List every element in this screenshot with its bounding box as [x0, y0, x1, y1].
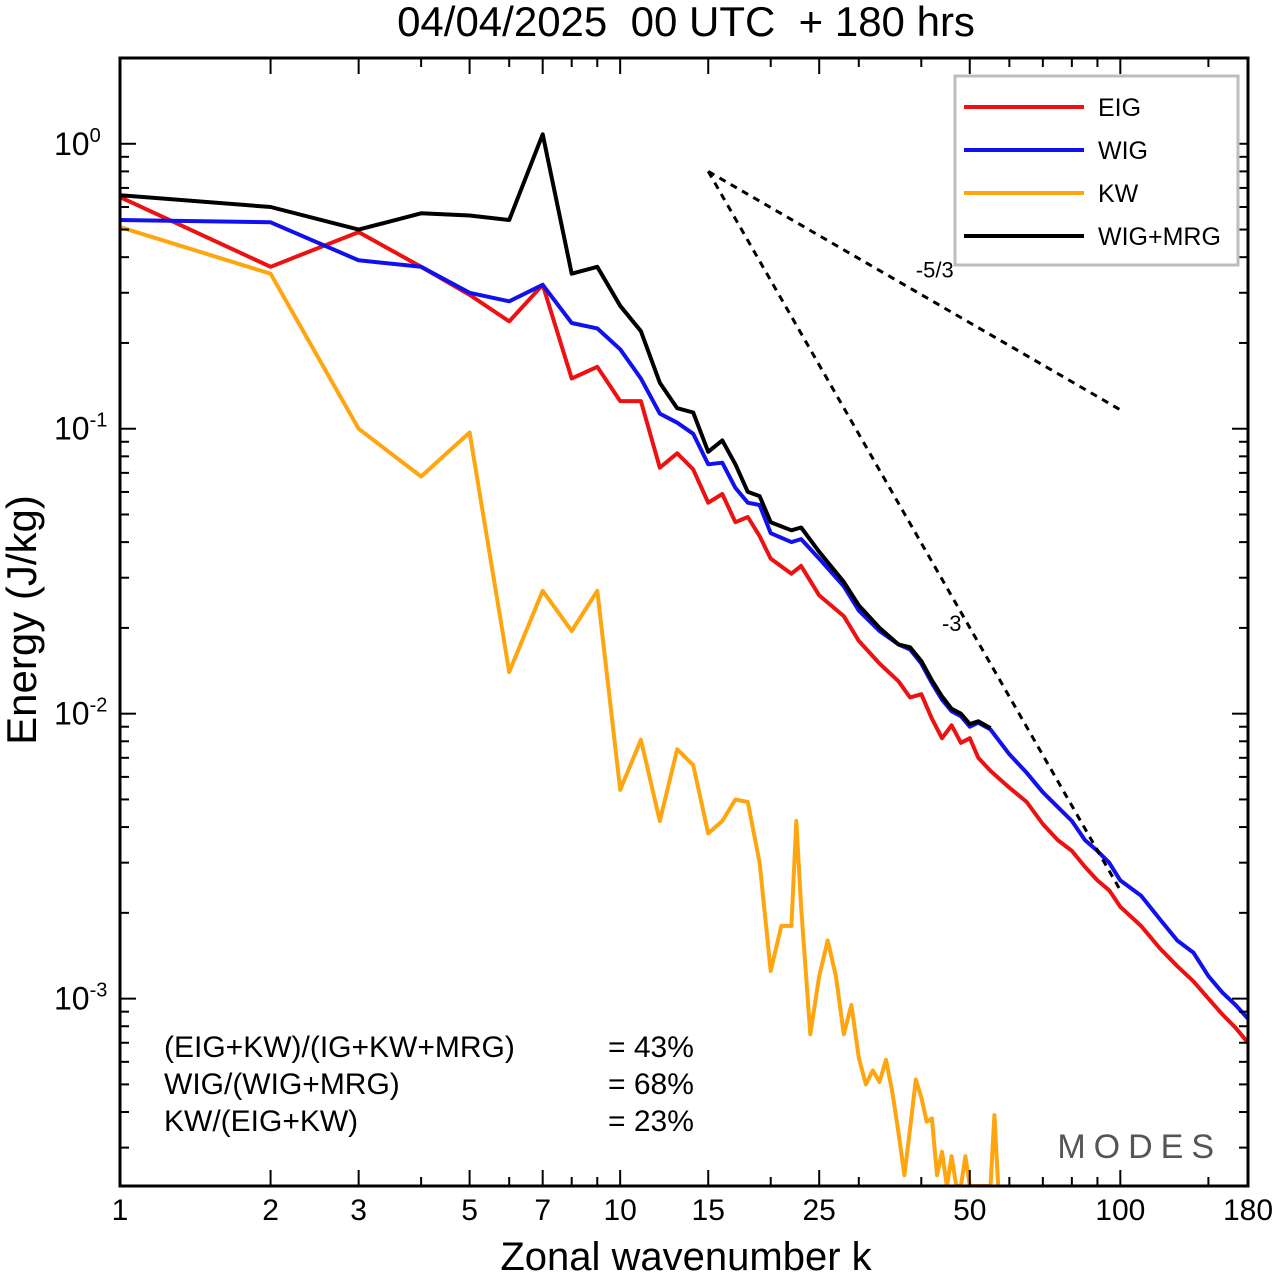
x-tick-label: 10: [603, 1194, 636, 1227]
legend-label-wig: WIG: [1098, 137, 1148, 165]
series-line-eig: [120, 195, 1248, 1045]
y-axis-label: Energy (J/kg): [0, 495, 45, 745]
statistics-annotations: (EIG+KW)/(IG+KW+MRG) = 43% WIG/(WIG+MRG) = …: [164, 1031, 694, 1138]
x-tick-label: 1: [112, 1194, 129, 1227]
x-tick-label: 2: [262, 1194, 279, 1227]
modes-watermark: MODES: [1057, 1128, 1222, 1166]
axis-ticks: [119, 57, 1249, 1186]
chart-title: 04/04/2025 00 UTC + 180 hrs: [397, 0, 975, 45]
reference-slope-label: -3: [942, 611, 962, 636]
x-tick-label: 7: [534, 1194, 551, 1227]
x-tick-label: 25: [803, 1194, 836, 1227]
x-axis-label: Zonal wavenumber k: [500, 1235, 872, 1279]
x-tick-label: 100: [1095, 1194, 1145, 1227]
legend-items: EIG WIG KW WIG+MRG: [964, 94, 1221, 251]
legend-label-eig: EIG: [1098, 94, 1141, 122]
x-tick-label: 3: [350, 1194, 367, 1227]
y-tick-label: 10-1: [54, 410, 107, 447]
series-line-wig-mrg: [120, 132, 992, 730]
x-tick-label: 50: [953, 1194, 986, 1227]
legend-label-wig-mrg: WIG+MRG: [1098, 223, 1221, 251]
x-tick-labels: 1 2 3 5 7 10 15 25 50 100 180: [112, 1194, 1273, 1227]
x-tick-label: 5: [461, 1194, 478, 1227]
series-layer: [120, 132, 1248, 1186]
annotation-label: WIG/(WIG+MRG): [164, 1068, 400, 1101]
plot-frame: [118, 56, 1250, 1188]
annotation-value: = 68%: [608, 1068, 694, 1101]
reference-slope-3: [706, 170, 1122, 892]
annotation-label: (EIG+KW)/(IG+KW+MRG): [164, 1031, 515, 1064]
reference-slope-5-3: [707, 170, 1122, 412]
reference-slope-label: -5/3: [916, 257, 954, 282]
series-line-kw: [120, 225, 1001, 1186]
y-tick-label: 100: [54, 125, 101, 162]
annotation-label: KW/(EIG+KW): [164, 1105, 358, 1138]
y-tick-labels: 100 10-1 10-2 10-3: [54, 125, 107, 1017]
x-tick-label: 180: [1223, 1194, 1273, 1227]
y-tick-label: 10-2: [54, 695, 107, 732]
x-tick-label: 15: [692, 1194, 725, 1227]
y-tick-label: 10-3: [54, 980, 107, 1017]
annotation-value: = 23%: [608, 1105, 694, 1138]
legend-label-kw: KW: [1098, 180, 1139, 208]
series-line-wig: [120, 218, 1248, 1021]
legend: EIG WIG KW WIG+MRG: [953, 74, 1240, 267]
reference-slope-layer: [706, 170, 1122, 892]
annotation-value: = 43%: [608, 1031, 694, 1064]
